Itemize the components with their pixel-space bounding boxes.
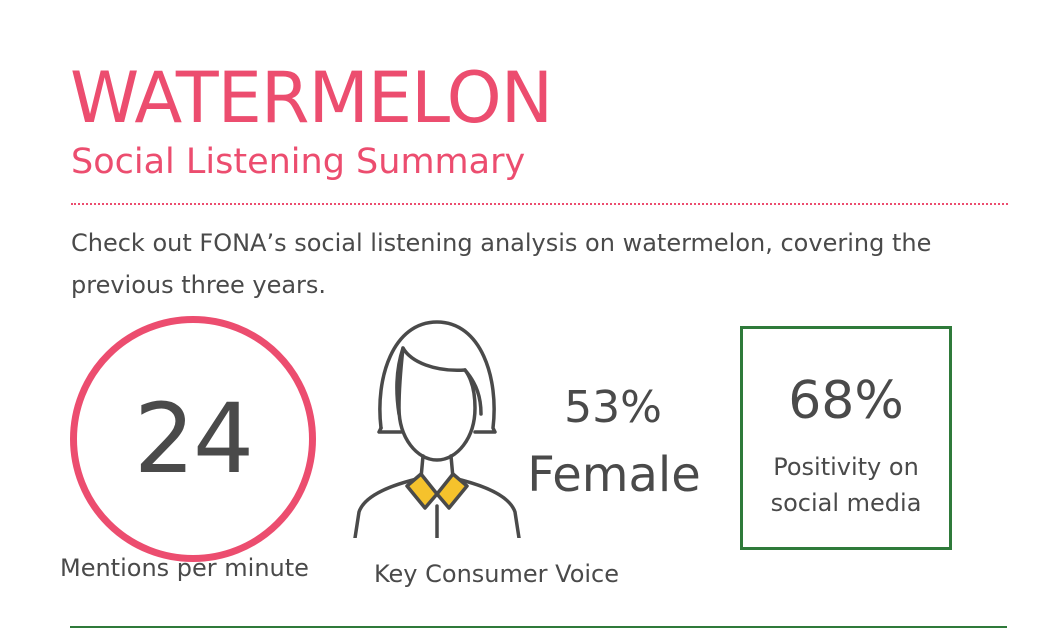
consumer-label: Key Consumer Voice [374, 560, 620, 588]
page-title: WATERMELON [70, 57, 553, 139]
bottom-divider [70, 626, 1007, 628]
collar-left [405, 472, 439, 510]
female-label: Female [527, 447, 701, 503]
dotted-divider [71, 203, 1008, 205]
woman-icon [353, 320, 521, 538]
page-subtitle: Social Listening Summary [71, 142, 526, 182]
mentions-value: 24 [133, 383, 254, 495]
female-percent: 53% [564, 382, 662, 433]
mentions-label: Mentions per minute [60, 554, 309, 582]
intro-text: Check out FONA’s social listening analys… [71, 229, 932, 299]
positivity-value: 68% [788, 371, 904, 431]
mentions-circle: 24 [70, 316, 316, 562]
positivity-label: Positivity on social media [770, 453, 922, 517]
collar-right [435, 472, 469, 510]
positivity-box: 68% Positivity on social media [740, 326, 952, 550]
